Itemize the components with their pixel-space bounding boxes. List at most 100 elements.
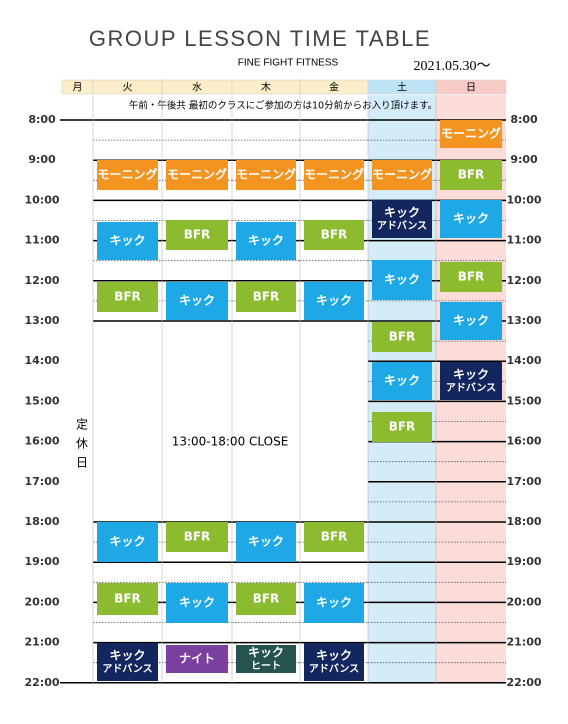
lesson-label: キック (316, 596, 352, 610)
lesson-box (166, 282, 228, 320)
lesson-label: BFR (184, 228, 211, 242)
lesson: キック (304, 583, 364, 623)
lesson-box (372, 412, 432, 442)
time-label: 16:00 (506, 435, 541, 448)
time-label: 9:00 (510, 153, 538, 166)
lesson: キック (440, 302, 502, 340)
lesson-box (440, 262, 502, 292)
lesson: BFR (166, 522, 228, 552)
lesson-label: モーニング (372, 167, 432, 182)
time-label: 20:00 (506, 595, 541, 608)
lesson-box (440, 120, 502, 148)
lesson-box (166, 220, 228, 250)
lesson-label: BFR (321, 228, 348, 242)
lesson: キック (304, 282, 364, 320)
time-label: 8:00 (28, 113, 56, 126)
lesson: キック (440, 200, 502, 238)
lesson: キック (372, 260, 432, 300)
closed-day: 日 (76, 456, 88, 470)
lesson-box (372, 260, 432, 300)
lesson-label: キック (179, 294, 215, 308)
lesson-box (440, 302, 502, 340)
lesson-label: BFR (389, 330, 416, 344)
lesson-box (166, 522, 228, 552)
lesson-box (236, 522, 296, 562)
note: 午前・午後共 最初のクラスにご参加の方は10分前からお入り頂けます。 (129, 100, 437, 112)
lesson-label: モーニング (97, 167, 157, 182)
lesson-label: BFR (253, 290, 280, 304)
lesson: モーニング (166, 160, 228, 190)
lesson-box (236, 645, 296, 673)
time-label: 12:00 (506, 274, 541, 287)
lesson-label: モーニング (441, 126, 501, 141)
lesson-box (97, 522, 158, 562)
time-label: 11:00 (506, 234, 541, 247)
lesson-label: キック (248, 535, 284, 549)
day-header: 土 (397, 81, 407, 94)
lesson-label: BFR (114, 290, 141, 304)
time-label: 10:00 (506, 193, 541, 206)
lesson-label: モーニング (167, 167, 227, 182)
lesson-label: モーニング (304, 167, 364, 182)
lesson-label: キック (248, 234, 284, 248)
lesson-box (97, 160, 158, 190)
lesson-box (166, 583, 228, 623)
time-label: 17:00 (506, 475, 541, 488)
lesson-box (304, 583, 364, 623)
lesson-box (304, 220, 364, 250)
lesson-label: BFR (389, 420, 416, 434)
lesson: BFR (97, 583, 158, 615)
time-label: 14:00 (506, 354, 541, 367)
lesson-box (166, 160, 228, 190)
lesson: BFR (304, 220, 364, 250)
time-label: 13:00 (24, 314, 59, 327)
lesson: BFR (372, 412, 432, 442)
lesson: キック (166, 583, 228, 623)
lesson: BFR (166, 220, 228, 250)
subtitle: FINE FIGHT FITNESS (238, 58, 339, 69)
lesson-box (372, 322, 432, 352)
time-label: 20:00 (24, 595, 59, 608)
time-label: 10:00 (24, 193, 59, 206)
lesson-box (372, 160, 432, 190)
lesson-box (440, 362, 502, 400)
lesson-box (304, 282, 364, 320)
lesson: BFR (97, 282, 158, 312)
lesson: モーニング (440, 120, 502, 148)
lesson-label: キック (109, 535, 145, 549)
day-header: 月 (73, 82, 83, 94)
date: 2021.05.30〜 (414, 59, 491, 74)
lesson: モーニング (236, 160, 296, 190)
time-label: 19:00 (506, 555, 541, 568)
lesson: モーニング (304, 160, 364, 190)
lesson-box (236, 160, 296, 190)
lesson-box (97, 222, 158, 260)
closed-hours: 13:00-18:00 CLOSE (172, 435, 289, 449)
lesson-label: BFR (458, 168, 485, 182)
day-header-cell (435, 79, 507, 95)
title: GROUP LESSON TIME TABLE (89, 26, 431, 51)
lesson-label: キック (109, 649, 145, 663)
lesson: キック (97, 222, 158, 260)
day-header: 火 (123, 82, 133, 94)
lesson: キック (97, 522, 158, 562)
lesson-box (304, 160, 364, 190)
lesson-label: ヒート (251, 660, 281, 672)
time-label: 17:00 (24, 475, 59, 488)
time-label: 9:00 (28, 153, 56, 166)
closed-day: 休 (76, 437, 88, 451)
lesson-label: キック (384, 374, 420, 388)
lesson: キック (372, 362, 432, 400)
lesson-box (440, 200, 502, 238)
lesson-box (166, 645, 228, 673)
time-label: 22:00 (506, 676, 541, 689)
lesson: BFR (372, 322, 432, 352)
lesson: モーニング (97, 160, 158, 190)
lesson-label: アドバンス (309, 663, 359, 675)
lesson-label: BFR (184, 530, 211, 544)
lesson: キック (236, 522, 296, 562)
lesson-label: BFR (114, 592, 141, 606)
time-label: 21:00 (506, 636, 541, 649)
